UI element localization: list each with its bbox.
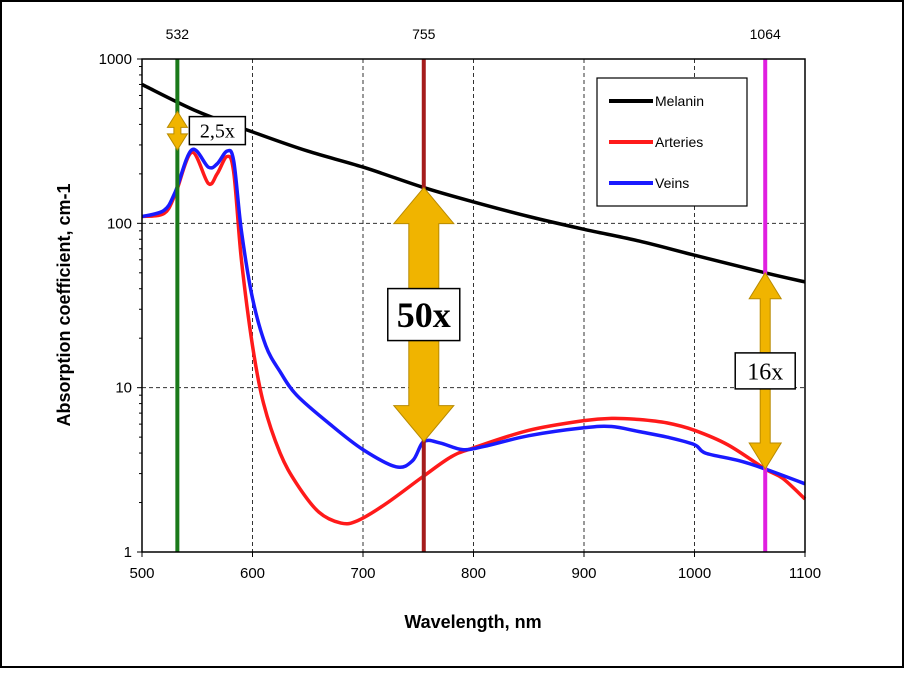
y-axis-title: Absorption coefficient, cm-1 [54,183,74,426]
series-line-arteries [141,150,807,526]
y-tick-label: 100 [107,215,132,232]
y-tick-label: 1000 [99,51,132,68]
annotation-label: 16x [747,359,783,385]
x-tick-label: 900 [571,565,596,582]
y-tick-label: 10 [115,380,132,397]
reference-label-532: 532 [166,26,190,42]
annotation-box [188,115,247,146]
double-arrow-2: 50x [387,186,461,443]
x-tick-label: 500 [129,565,154,582]
legend-label-veins: Veins [655,175,689,191]
x-tick-label: 800 [461,565,486,582]
annotation-label: 50x [397,295,451,335]
annotation-label: 2,5x [200,121,235,143]
series-line-veins [141,147,806,486]
double-arrow-shape [166,110,189,151]
x-tick-label: 1000 [678,565,711,582]
annotation-box [734,352,796,390]
series-line-melanin [141,82,806,284]
plot-border [141,58,806,553]
x-tick-label: 700 [350,565,375,582]
x-axis-title: Wavelength, nm [404,612,541,632]
reference-label-755: 755 [412,26,436,42]
x-tick-label: 1100 [789,565,821,582]
reference-label-1064: 1064 [750,26,781,42]
annotation-box [387,287,461,342]
legend-label-arteries: Arteries [655,134,703,150]
legend-label-melanin: Melanin [655,93,704,109]
double-arrow-1: 2,5x [166,110,247,151]
double-arrow-3: 16x [734,271,796,470]
x-tick-label: 600 [240,565,265,582]
y-tick-label: 1 [124,544,132,561]
